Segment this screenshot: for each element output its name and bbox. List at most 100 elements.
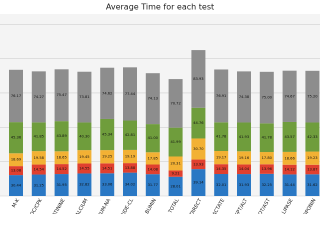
bar-segment bbox=[191, 169, 206, 196]
bar-segment bbox=[9, 69, 23, 123]
value-label: 14.51 bbox=[102, 166, 112, 170]
bar-segment bbox=[123, 67, 137, 121]
bar-segment bbox=[31, 174, 46, 196]
value-label: 14.52 bbox=[56, 167, 66, 171]
bar-segment bbox=[214, 69, 229, 123]
value-label: 13.93 bbox=[193, 162, 203, 166]
value-label: 41.00 bbox=[148, 136, 159, 140]
value-label: 45.34 bbox=[102, 133, 113, 137]
value-label: 74.62 bbox=[102, 91, 112, 95]
bar-segment bbox=[54, 174, 69, 196]
value-label: 18.69 bbox=[11, 158, 22, 162]
bar-segment bbox=[214, 150, 229, 165]
bar-segment bbox=[168, 79, 183, 128]
bar-segment bbox=[77, 173, 92, 196]
x-tick-label: LACTATE bbox=[210, 198, 226, 214]
bar-segment bbox=[123, 172, 137, 196]
bar-segment bbox=[191, 159, 206, 170]
bar-segment bbox=[214, 174, 229, 196]
bar-segment bbox=[168, 176, 183, 196]
bar-segment bbox=[214, 164, 229, 175]
bar-segment bbox=[237, 174, 251, 196]
value-label: 31.93 bbox=[239, 183, 249, 187]
value-label: 74.13 bbox=[148, 97, 158, 101]
bar-segment bbox=[54, 164, 69, 175]
value-label: 73.81 bbox=[79, 95, 89, 99]
bar-segment bbox=[282, 164, 297, 175]
value-label: 31.77 bbox=[148, 183, 158, 187]
x-tick-label: SERUM LIPASE bbox=[271, 198, 294, 214]
value-label: 33.06 bbox=[102, 183, 113, 187]
bar-segment bbox=[305, 164, 320, 175]
bar-segment bbox=[100, 173, 115, 196]
value-label: 14.54 bbox=[34, 168, 45, 172]
bar-segment bbox=[123, 163, 137, 173]
value-label: 13.96 bbox=[262, 167, 273, 171]
bar-segment bbox=[305, 174, 320, 196]
bar-segment bbox=[259, 71, 274, 124]
value-label: 44.76 bbox=[193, 121, 204, 125]
x-tick-label: BILIRUBIN, TOTAL bbox=[153, 198, 180, 214]
value-label: 31.44 bbox=[284, 183, 295, 187]
bar-segment bbox=[31, 71, 46, 123]
value-label: 74.38 bbox=[239, 95, 250, 99]
bar-segment bbox=[77, 163, 92, 174]
value-label: 32.82 bbox=[79, 183, 89, 187]
bar-segment bbox=[31, 164, 46, 175]
value-label: 42.33 bbox=[307, 135, 317, 139]
value-label: 13.88 bbox=[125, 166, 136, 170]
value-label: 19.17 bbox=[216, 156, 226, 160]
bar-segment bbox=[259, 173, 274, 196]
value-label: 41.85 bbox=[34, 135, 44, 139]
value-label: 75.20 bbox=[307, 95, 318, 99]
x-tick-label: CREATININE bbox=[47, 198, 67, 214]
value-label: 14.04 bbox=[239, 167, 250, 171]
bar-segment bbox=[100, 118, 115, 151]
bar-segment bbox=[145, 124, 160, 153]
value-label: 28.01 bbox=[170, 184, 180, 188]
bar-segment bbox=[237, 122, 251, 152]
x-tick-label: ALBUMIN bbox=[141, 198, 158, 214]
bar-segment bbox=[145, 174, 160, 196]
bar-segment bbox=[237, 151, 251, 165]
bar-segment bbox=[77, 71, 92, 123]
bar-segment bbox=[259, 152, 274, 165]
bar-segment bbox=[9, 175, 23, 196]
bar-segment bbox=[282, 121, 297, 152]
value-label: 19.58 bbox=[34, 156, 45, 160]
bar-segment bbox=[100, 67, 115, 119]
bar-segment bbox=[259, 123, 274, 153]
bar-segment bbox=[54, 151, 69, 165]
bar-segment bbox=[168, 170, 183, 177]
value-label: 70.72 bbox=[170, 101, 180, 105]
bar-segment bbox=[9, 153, 23, 167]
value-label: 77.44 bbox=[125, 92, 136, 96]
chart: Average Time for each test 30.44 13.08 18.… bbox=[0, 3, 320, 214]
value-label: 19.25 bbox=[102, 155, 112, 159]
x-tick-label: SGOT/AST bbox=[254, 197, 272, 214]
bar-segment bbox=[191, 50, 206, 108]
x-tick-label: OC/CPK bbox=[29, 197, 44, 214]
bar-segment bbox=[214, 122, 229, 151]
bar-segment bbox=[145, 152, 160, 165]
bar-segment bbox=[168, 156, 183, 171]
x-tick-label: BILIRUBIN, DIRECT bbox=[175, 197, 204, 214]
value-label: 83.93 bbox=[193, 77, 203, 81]
value-label: 14.12 bbox=[284, 168, 294, 172]
bar-segment bbox=[282, 151, 297, 165]
bar-segment bbox=[9, 122, 23, 154]
value-label: 18.65 bbox=[56, 156, 66, 160]
bar-segment bbox=[145, 73, 160, 125]
value-label: 39.14 bbox=[193, 181, 204, 185]
value-label: 9.21 bbox=[172, 172, 180, 176]
value-label: 75.00 bbox=[262, 96, 273, 100]
value-label: 32.01 bbox=[216, 183, 226, 187]
value-label: 17.80 bbox=[262, 156, 273, 160]
value-label: 74.27 bbox=[34, 95, 44, 99]
value-label: 30.70 bbox=[193, 147, 204, 151]
value-label: 41.99 bbox=[170, 140, 181, 144]
bar-segment bbox=[145, 164, 160, 175]
bar-segment bbox=[305, 70, 320, 123]
x-tick-label: M-K bbox=[11, 197, 21, 209]
bar-segment bbox=[191, 138, 206, 160]
